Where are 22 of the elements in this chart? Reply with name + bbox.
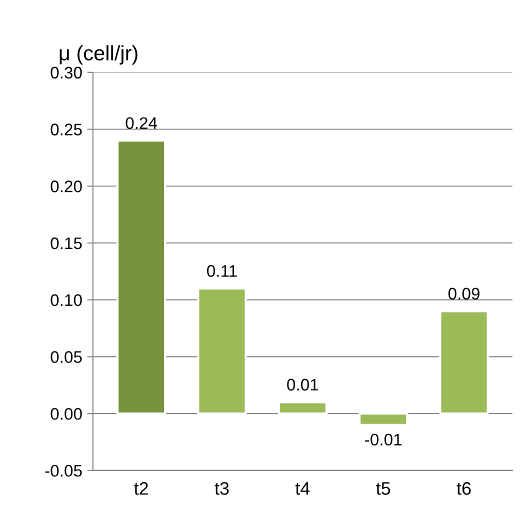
data-label: -0.01 <box>365 434 402 446</box>
y-tick-label: 0.10 <box>50 294 82 306</box>
x-tick-label: t6 <box>456 482 471 495</box>
x-tick-label: t5 <box>376 482 390 495</box>
y-tick-label: 0.05 <box>50 351 82 363</box>
x-tick-label: t4 <box>295 482 310 495</box>
data-label: 0.11 <box>207 265 237 277</box>
bar <box>116 140 166 415</box>
bar <box>278 401 328 415</box>
y-tick-label: 0.30 <box>50 66 82 79</box>
y-axis-title: μ (cell/jr) <box>60 45 138 65</box>
y-tick-label: 0.25 <box>50 124 82 136</box>
y-tick-label: 0.20 <box>50 180 82 192</box>
y-tick-label: 0.00 <box>50 408 82 420</box>
data-label: 0.01 <box>287 378 318 391</box>
y-tick-label: -0.05 <box>45 464 82 477</box>
bar <box>439 310 489 415</box>
x-tick-label: t2 <box>134 482 148 495</box>
data-label: 0.09 <box>448 288 480 300</box>
x-tick-label: t3 <box>214 482 229 495</box>
y-tick-label: 0.15 <box>50 237 82 250</box>
data-label: 0.24 <box>126 117 158 129</box>
